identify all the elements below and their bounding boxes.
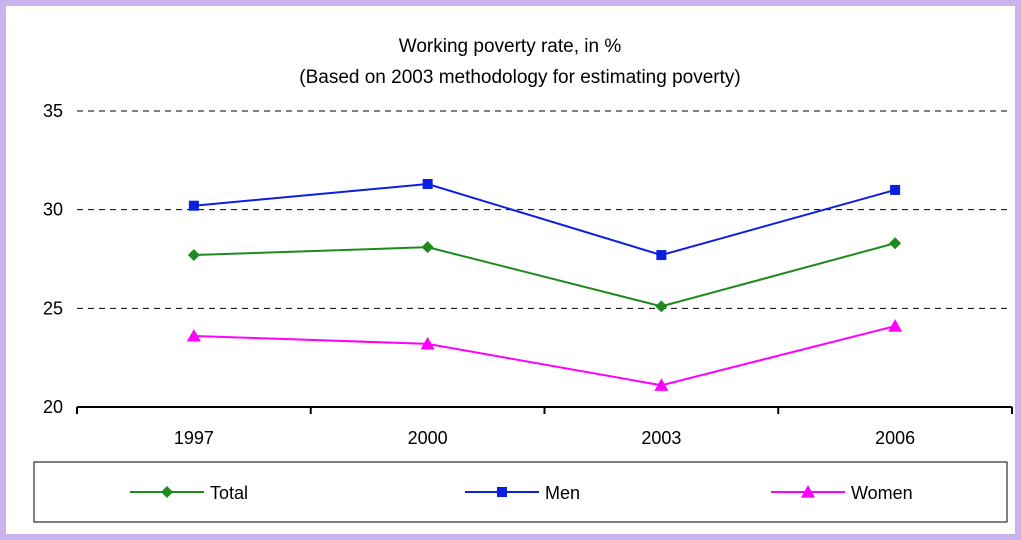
data-point-women bbox=[654, 378, 669, 391]
legend-marker-total bbox=[161, 486, 173, 498]
chart-subtitle: (Based on 2003 methodology for estimatin… bbox=[299, 67, 740, 88]
x-tick-label: 1997 bbox=[174, 428, 214, 448]
data-point-total bbox=[655, 300, 668, 313]
y-tick-label: 35 bbox=[43, 101, 63, 121]
legend-label-total: Total bbox=[210, 483, 248, 503]
series-line-men bbox=[193, 182, 896, 257]
data-point-men bbox=[890, 184, 901, 195]
x-tick-label: 2003 bbox=[641, 428, 681, 448]
data-point-total bbox=[889, 237, 902, 250]
data-point-total bbox=[187, 249, 200, 262]
data-point-men bbox=[656, 250, 667, 261]
legend-marker-women bbox=[801, 485, 815, 498]
y-tick-label: 20 bbox=[43, 397, 63, 417]
data-point-women bbox=[420, 336, 435, 350]
y-tick-label: 25 bbox=[43, 298, 63, 318]
data-point-total bbox=[421, 241, 434, 254]
legend-label-men: Men bbox=[545, 483, 580, 503]
data-point-men bbox=[188, 200, 199, 211]
series-line-total bbox=[193, 242, 896, 308]
x-tick-label: 2006 bbox=[875, 428, 915, 448]
data-point-men bbox=[422, 179, 433, 190]
y-tick-label: 30 bbox=[43, 200, 63, 220]
legend-marker-men bbox=[497, 487, 507, 497]
data-point-women bbox=[888, 319, 903, 332]
chart-title: Working poverty rate, in % bbox=[399, 36, 622, 57]
data-point-women bbox=[186, 328, 201, 342]
x-tick-label: 2000 bbox=[408, 428, 448, 448]
legend-label-women: Women bbox=[851, 483, 913, 503]
series-line-women bbox=[193, 325, 896, 387]
